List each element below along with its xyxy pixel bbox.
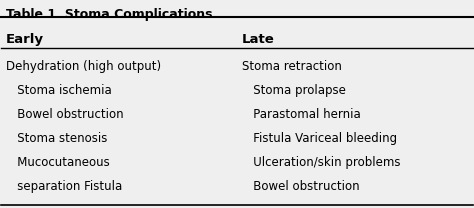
Text: Mucocutaneous: Mucocutaneous	[6, 156, 110, 169]
Text: Late: Late	[242, 33, 274, 46]
Text: Stoma prolapse: Stoma prolapse	[242, 84, 346, 97]
Text: Stoma stenosis: Stoma stenosis	[6, 132, 108, 145]
Text: Fistula Variceal bleeding: Fistula Variceal bleeding	[242, 132, 397, 145]
Text: separation Fistula: separation Fistula	[6, 180, 122, 193]
Text: Early: Early	[6, 33, 44, 46]
Text: Dehydration (high output): Dehydration (high output)	[6, 60, 161, 73]
Text: Stoma retraction: Stoma retraction	[242, 60, 342, 73]
Text: Ulceration/skin problems: Ulceration/skin problems	[242, 156, 400, 169]
Text: Bowel obstruction: Bowel obstruction	[242, 180, 359, 193]
Text: Table 1  Stoma Complications: Table 1 Stoma Complications	[6, 7, 213, 21]
Text: Bowel obstruction: Bowel obstruction	[6, 108, 124, 121]
Text: Stoma ischemia: Stoma ischemia	[6, 84, 112, 97]
Text: Parastomal hernia: Parastomal hernia	[242, 108, 360, 121]
